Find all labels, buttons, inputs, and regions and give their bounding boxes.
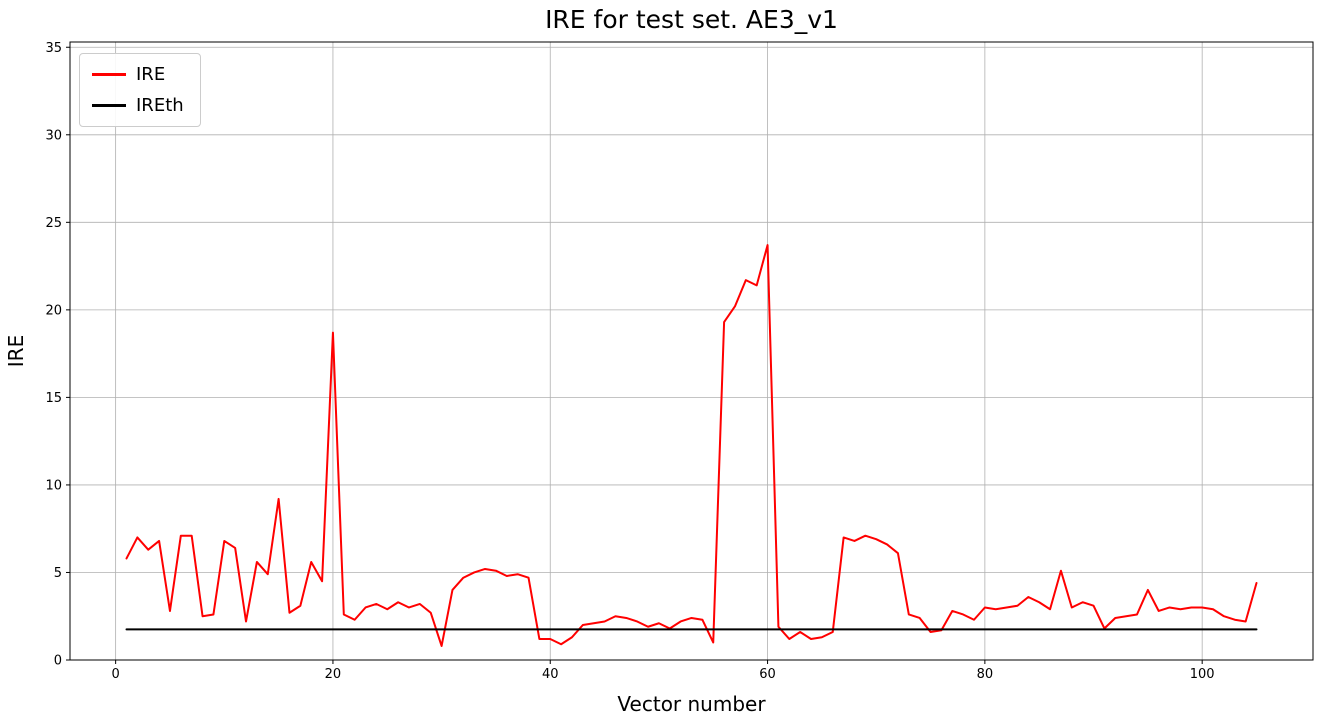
ire-line-swatch <box>92 73 126 76</box>
x-tick-label: 0 <box>111 667 119 682</box>
x-tick-label: 40 <box>542 667 559 682</box>
plot-frame <box>69 41 1314 661</box>
x-tick-label: 20 <box>325 667 342 682</box>
y-tick-label: 0 <box>54 654 62 669</box>
series-line-ire <box>125 244 1258 647</box>
y-tick-label: 30 <box>45 128 62 143</box>
y-tick-label: 35 <box>45 41 62 56</box>
x-tick-label: 60 <box>759 667 776 682</box>
x-tick-label: 100 <box>1190 667 1215 682</box>
y-axis-label: IRE <box>4 334 28 368</box>
legend: IRE IREth <box>79 53 201 127</box>
chart-title: IRE for test set. AE3_v1 <box>545 5 838 34</box>
legend-label-ire: IRE <box>136 64 166 85</box>
y-tick-label: 20 <box>45 303 62 318</box>
y-tick-label: 25 <box>45 216 62 231</box>
y-tick-label: 15 <box>45 391 62 406</box>
legend-item-ire: IRE <box>92 64 184 85</box>
y-tick-label: 5 <box>54 566 62 581</box>
legend-item-ireth: IREth <box>92 95 184 116</box>
x-axis-label: Vector number <box>617 692 766 716</box>
x-tick-label: 80 <box>977 667 994 682</box>
ireth-line-swatch <box>92 104 126 107</box>
legend-label-ireth: IREth <box>136 95 184 116</box>
y-tick-label: 10 <box>45 478 62 493</box>
